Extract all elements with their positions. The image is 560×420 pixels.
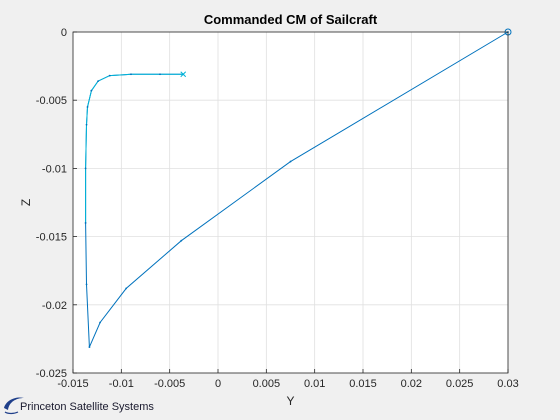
data-point (109, 75, 111, 77)
data-point (180, 240, 182, 242)
y-tick-label: -0.015 (36, 232, 67, 244)
y-tick-label: -0.025 (36, 368, 67, 380)
x-tick-label: 0.025 (446, 378, 474, 390)
data-point (125, 288, 127, 290)
x-tick-label: 0.015 (349, 378, 377, 390)
data-point (86, 124, 88, 126)
data-point (87, 106, 89, 108)
axes-background (73, 32, 508, 373)
data-point (159, 73, 161, 75)
y-axis-label: Z (19, 199, 33, 206)
x-tick-label: 0.01 (304, 378, 325, 390)
data-point (90, 90, 92, 92)
data-point (85, 222, 87, 224)
x-tick-label: -0.01 (109, 378, 134, 390)
x-tick-label: 0.03 (497, 378, 518, 390)
x-tick-label: 0.005 (253, 378, 281, 390)
data-point (89, 346, 91, 348)
y-tick-label: -0.005 (36, 95, 67, 107)
logo: Princeton Satellite Systems (2, 393, 162, 417)
y-tick-label: -0.01 (42, 163, 67, 175)
y-tick-label: 0 (61, 27, 67, 39)
x-tick-label: 0 (215, 378, 221, 390)
chart-title: Commanded CM of Sailcraft (204, 12, 378, 27)
data-point (290, 161, 292, 163)
y-tick-label: -0.02 (42, 300, 67, 312)
data-point (86, 283, 88, 285)
data-point (97, 80, 99, 82)
data-point (130, 73, 132, 75)
x-axis-label: Y (286, 394, 294, 408)
x-tick-label: -0.005 (154, 378, 185, 390)
logo-text: Princeton Satellite Systems (20, 401, 154, 413)
data-point (85, 168, 87, 170)
data-point (99, 322, 101, 324)
x-tick-label: 0.02 (401, 378, 422, 390)
